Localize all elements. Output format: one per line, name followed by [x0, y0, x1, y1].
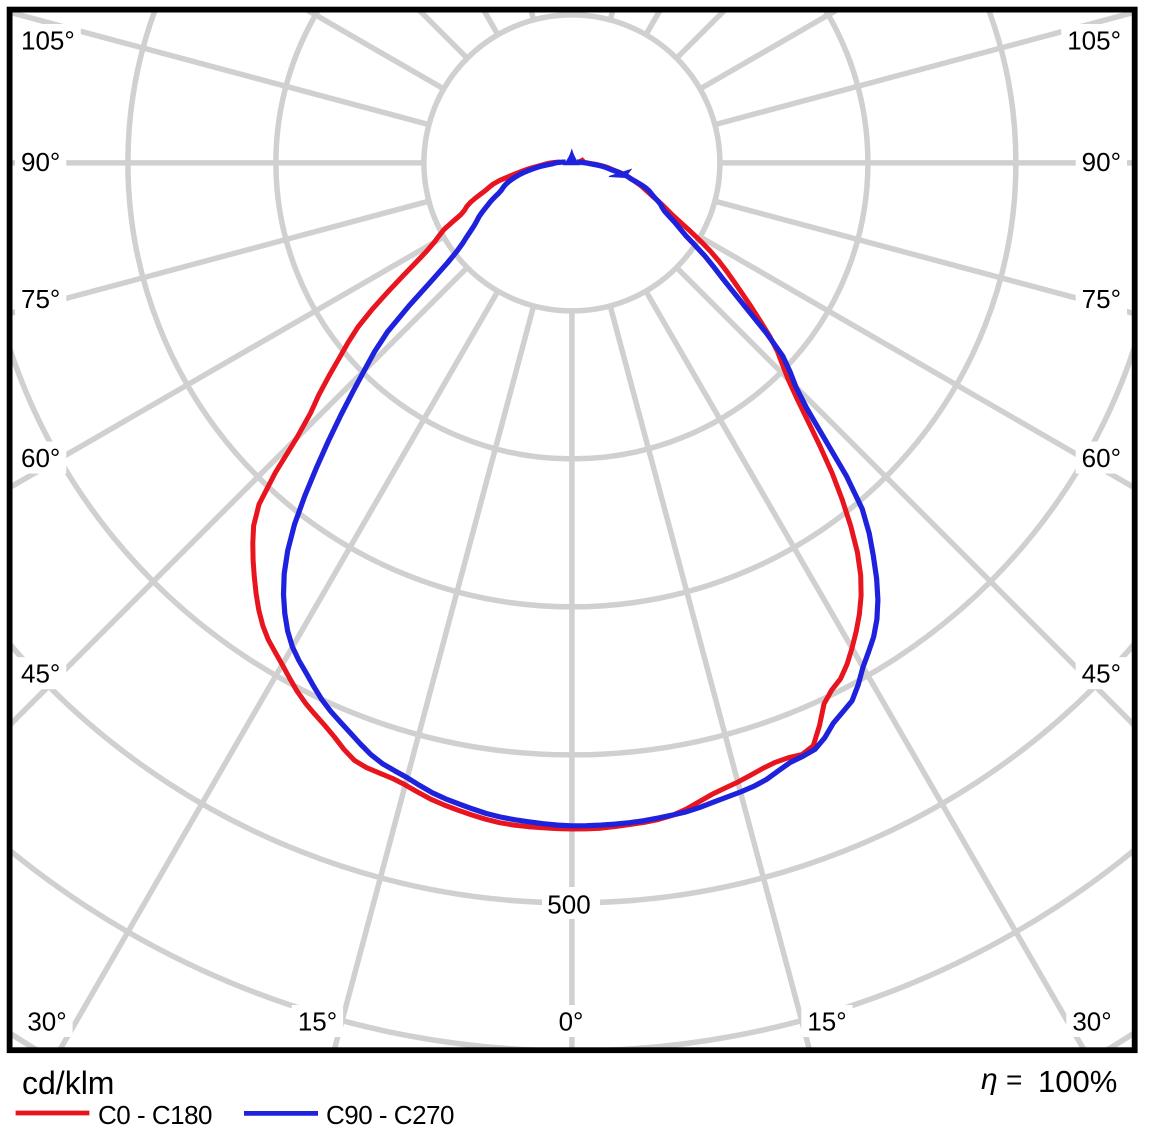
svg-text:105°: 105°: [21, 25, 75, 55]
svg-text:0°: 0°: [559, 1006, 584, 1036]
svg-text:60°: 60°: [21, 443, 60, 473]
svg-text:30°: 30°: [27, 1006, 66, 1036]
svg-text:100%: 100%: [1038, 1064, 1117, 1099]
svg-text:45°: 45°: [1082, 659, 1121, 689]
svg-text:90°: 90°: [21, 147, 60, 177]
svg-text:15°: 15°: [298, 1006, 337, 1036]
svg-text:500: 500: [547, 890, 590, 920]
svg-text:45°: 45°: [21, 659, 60, 689]
svg-text:η: η: [981, 1063, 998, 1096]
svg-text:=: =: [1006, 1064, 1022, 1095]
svg-text:105°: 105°: [1067, 25, 1121, 55]
svg-text:C0 - C180: C0 - C180: [98, 1100, 212, 1130]
svg-text:60°: 60°: [1082, 443, 1121, 473]
svg-text:75°: 75°: [1082, 284, 1121, 314]
svg-text:30°: 30°: [1072, 1006, 1111, 1036]
svg-text:75°: 75°: [21, 284, 60, 314]
svg-text:cd/klm: cd/klm: [22, 1065, 114, 1101]
svg-text:15°: 15°: [807, 1006, 846, 1036]
svg-text:90°: 90°: [1082, 147, 1121, 177]
svg-text:C90 - C270: C90 - C270: [326, 1100, 454, 1130]
